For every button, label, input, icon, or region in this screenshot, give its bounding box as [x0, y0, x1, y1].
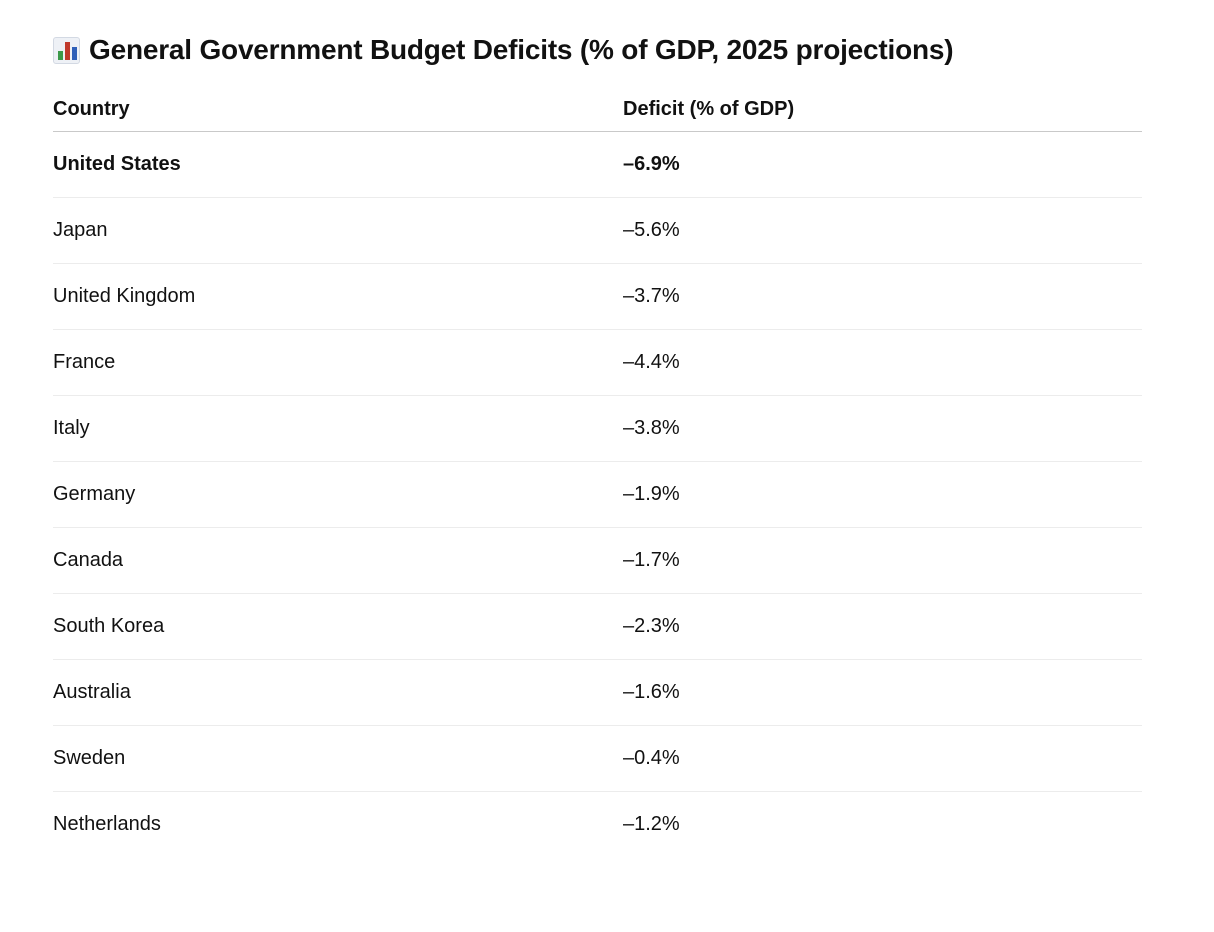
- table-row: Japan –5.6%: [53, 197, 1142, 264]
- deficit-cell: –0.4%: [623, 725, 1142, 792]
- table-row: Italy –3.8%: [53, 395, 1142, 462]
- deficit-cell: –3.8%: [623, 395, 1142, 462]
- country-cell: Australia: [53, 659, 623, 726]
- page-title: General Government Budget Deficits (% of…: [89, 34, 954, 65]
- table-row: Canada –1.7%: [53, 527, 1142, 594]
- deficit-cell: –2.3%: [623, 593, 1142, 660]
- table-row: United States –6.9%: [53, 131, 1142, 198]
- column-header-country: Country: [53, 88, 623, 132]
- table-row: Australia –1.6%: [53, 659, 1142, 726]
- country-cell: Netherlands: [53, 813, 161, 835]
- icon-bar: [58, 50, 63, 60]
- deficit-cell: –6.9%: [623, 131, 1142, 198]
- deficit-cell: –3.7%: [623, 263, 1142, 330]
- header-row: Country Deficit (% of GDP): [53, 88, 1142, 132]
- table-body: United States –6.9% Japan –5.6% United K…: [53, 131, 1142, 858]
- page-heading: General Government Budget Deficits (% of…: [53, 30, 954, 70]
- country-cell: Italy: [53, 395, 623, 462]
- table-row: Netherlands –1.2%: [53, 792, 1142, 858]
- deficit-cell: –4.4%: [623, 329, 1142, 396]
- table-row: Sweden –0.4%: [53, 725, 1142, 792]
- table-row: France –4.4%: [53, 329, 1142, 396]
- country-cell: South Korea: [53, 593, 623, 660]
- deficit-cell: –1.6%: [623, 659, 1142, 726]
- table-row: Germany –1.9%: [53, 461, 1142, 528]
- bar-chart-icon: [53, 36, 80, 64]
- icon-bar: [65, 41, 70, 60]
- country-cell: Sweden: [53, 725, 623, 792]
- country-cell: Germany: [53, 461, 623, 528]
- table-row: United Kingdom –3.7%: [53, 263, 1142, 330]
- deficit-cell: –1.7%: [623, 527, 1142, 594]
- deficit-cell: –1.2%: [623, 813, 680, 835]
- table-row: South Korea –2.3%: [53, 593, 1142, 660]
- table-header: Country Deficit (% of GDP): [53, 88, 1142, 132]
- country-cell: United Kingdom: [53, 263, 623, 330]
- country-cell: France: [53, 329, 623, 396]
- icon-bar: [72, 46, 77, 60]
- column-header-deficit: Deficit (% of GDP): [623, 88, 1142, 132]
- country-cell: Canada: [53, 527, 623, 594]
- deficit-cell: –5.6%: [623, 197, 1142, 264]
- deficit-table: Country Deficit (% of GDP) United States…: [53, 88, 1142, 857]
- country-cell: United States: [53, 131, 623, 198]
- country-cell: Japan: [53, 197, 623, 264]
- deficit-cell: –1.9%: [623, 461, 1142, 528]
